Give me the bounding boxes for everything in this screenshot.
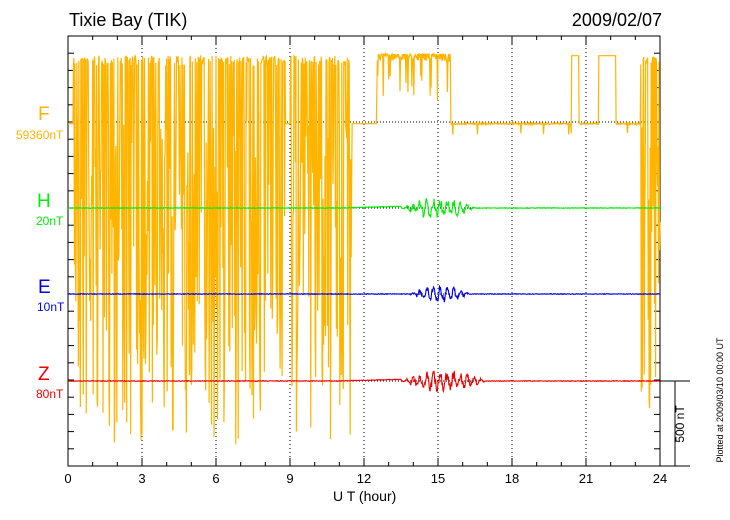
series-H-line [67, 198, 661, 218]
series-Z-line [67, 370, 661, 394]
baseline-Z: 80nT [36, 387, 64, 401]
series-F-line [68, 51, 661, 445]
chart-title: Tixie Bay (TIK) [69, 10, 188, 30]
x-axis-label: U T (hour) [333, 488, 397, 504]
baseline-H: 20nT [36, 214, 64, 228]
label-H: H [37, 191, 51, 212]
baseline-E: 10nT [37, 300, 65, 314]
x-tick-label: 3 [138, 471, 146, 486]
plot-frame [67, 35, 661, 467]
baseline-F: 59360nT [16, 128, 64, 142]
x-tick-label: 18 [504, 471, 520, 486]
x-tick-label: 12 [356, 471, 372, 486]
x-tick-label: 15 [430, 471, 446, 486]
label-E: E [38, 277, 51, 298]
x-tick-label: 9 [286, 471, 294, 486]
label-F: F [38, 104, 50, 125]
x-tick-label: 21 [578, 471, 594, 486]
x-tick-label: 24 [652, 471, 668, 486]
x-tick-label: 0 [64, 471, 72, 486]
series-E-line [67, 285, 661, 303]
chart-date: 2009/02/07 [571, 10, 662, 30]
label-Z: Z [38, 364, 50, 385]
x-tick-label: 6 [212, 471, 220, 486]
